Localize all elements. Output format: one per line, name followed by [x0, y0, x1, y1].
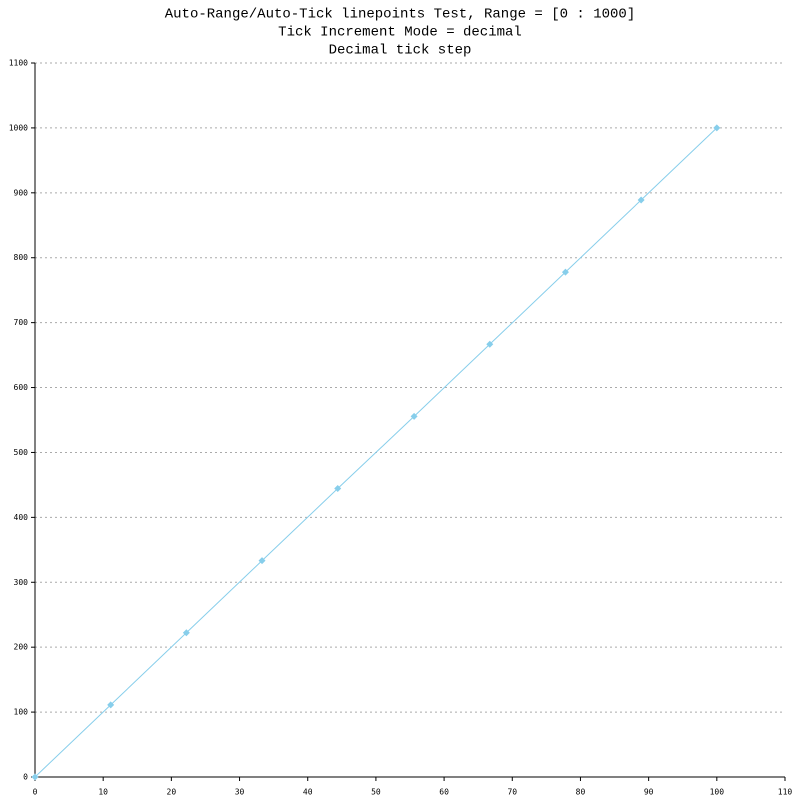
point	[182, 629, 190, 637]
chart-title: Auto-Range/Auto-Tick linepoints Test, Ra…	[165, 7, 635, 23]
x-tick-label: 110	[778, 788, 793, 797]
y-tick-label: 300	[14, 578, 29, 587]
y-tick-label: 1000	[9, 123, 28, 132]
y-tick-label: 800	[14, 253, 29, 262]
line	[34, 127, 718, 778]
x-tick-label: 60	[439, 788, 449, 797]
point	[258, 557, 266, 565]
y-tick-label: 600	[14, 383, 29, 392]
y-tick-label: 1100	[9, 59, 28, 68]
point	[637, 196, 645, 204]
x-tick-label: 50	[371, 788, 381, 797]
x-tick-label: 80	[576, 788, 586, 797]
x-tick-label: 40	[303, 788, 313, 797]
y-tick-label: 400	[14, 513, 29, 522]
y-tick-label: 900	[14, 188, 29, 197]
x-tick-label: 0	[33, 788, 38, 797]
x-tick-label: 30	[235, 788, 245, 797]
point	[107, 701, 115, 709]
x-tick-label: 20	[167, 788, 177, 797]
y-tick-label: 200	[14, 643, 29, 652]
point	[713, 124, 721, 132]
y-tick-label: 700	[14, 318, 29, 327]
point	[561, 268, 569, 276]
point	[334, 485, 342, 493]
x-tick-label: 90	[644, 788, 654, 797]
x-tick-label: 70	[507, 788, 517, 797]
point	[486, 340, 494, 348]
point	[410, 412, 418, 420]
x-tick-label: 100	[710, 788, 725, 797]
chart-title: Tick Increment Mode = decimal	[278, 25, 522, 41]
point	[31, 773, 39, 781]
chart-title: Decimal tick step	[329, 43, 472, 59]
x-tick-label: 10	[98, 788, 108, 797]
y-tick-label: 100	[14, 708, 29, 717]
y-tick-label: 0	[23, 773, 28, 782]
y-tick-label: 500	[14, 448, 29, 457]
